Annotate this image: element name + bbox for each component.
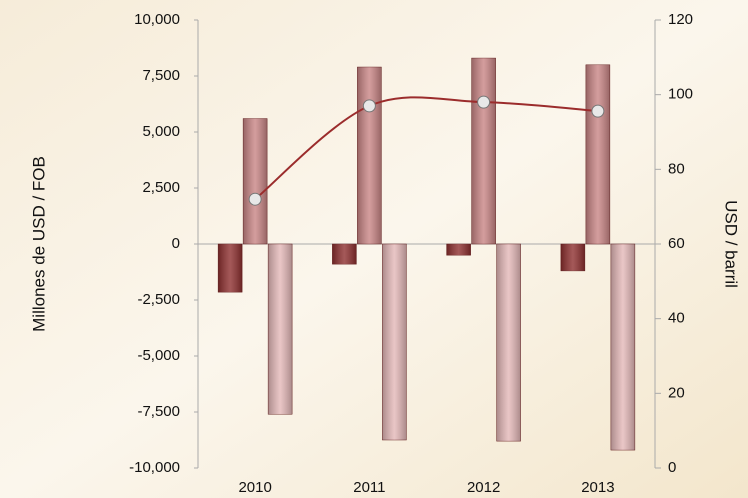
bar-shade — [471, 58, 496, 244]
line-marker — [477, 95, 491, 109]
y-tick-label: 7,500 — [142, 67, 180, 84]
y2-tick-label: 80 — [668, 160, 685, 177]
bar-shade — [332, 244, 357, 265]
bar-shade — [496, 244, 521, 442]
y-tick-label: 2,500 — [142, 179, 180, 196]
y-tick-label: -2,500 — [137, 291, 180, 308]
y2-tick-label: 100 — [668, 86, 693, 103]
bar-shade — [560, 244, 585, 271]
y-axis-title: Millones de USD / FOB — [29, 156, 48, 332]
bar-shade — [585, 64, 610, 244]
y2-tick-label: 60 — [668, 235, 685, 252]
y2-tick-label: 40 — [668, 310, 685, 327]
x-tick-label: 2013 — [581, 479, 614, 496]
y2-tick-label: 0 — [668, 459, 676, 476]
bar-shade — [218, 244, 243, 293]
x-tick-label: 2010 — [238, 479, 271, 496]
bar-shade — [382, 244, 407, 440]
y-tick-label: -7,500 — [137, 403, 180, 420]
y2-axis-title: USD / barril — [722, 200, 741, 288]
y2-tick-label: 120 — [668, 11, 693, 28]
y-tick-label: 0 — [172, 235, 180, 252]
x-tick-label: 2012 — [467, 479, 500, 496]
y-tick-label: -5,000 — [137, 347, 180, 364]
y-tick-label: -10,000 — [129, 459, 180, 476]
y-tick-label: 5,000 — [142, 123, 180, 140]
bar-shade — [357, 67, 382, 244]
line-marker — [591, 104, 605, 118]
bar-shade — [446, 244, 471, 256]
line-marker — [248, 192, 262, 206]
line — [254, 96, 598, 200]
x-tick-label: 2011 — [353, 479, 385, 496]
line-marker — [362, 99, 376, 113]
y2-tick-label: 20 — [668, 384, 685, 401]
bar-shade — [268, 244, 293, 415]
bar-shade — [610, 244, 635, 451]
bar-shade — [243, 118, 268, 244]
y-tick-label: 10,000 — [134, 11, 180, 28]
